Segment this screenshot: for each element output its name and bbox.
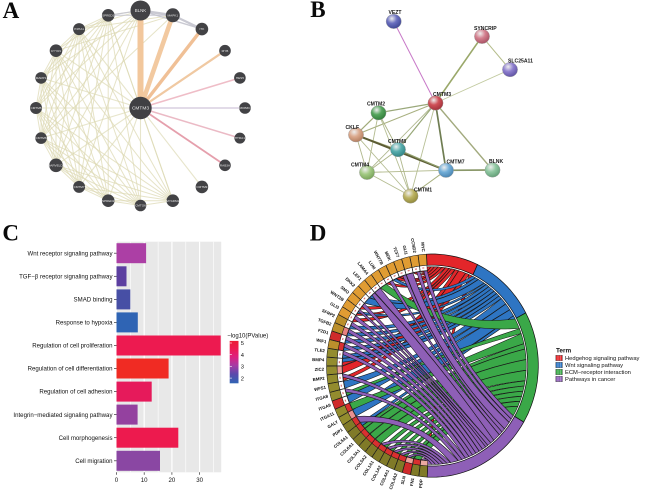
- svg-text:ITGA9: ITGA9: [318, 402, 332, 411]
- svg-text:ITK: ITK: [199, 27, 205, 31]
- svg-text:GLI3: GLI3: [329, 301, 340, 310]
- svg-text:MDK: MDK: [384, 251, 393, 263]
- svg-text:RAB3A: RAB3A: [220, 163, 231, 167]
- svg-text:2: 2: [241, 376, 244, 382]
- svg-text:Term: Term: [556, 348, 571, 355]
- svg-text:A: A: [3, 0, 20, 23]
- svg-text:SMAD binding: SMAD binding: [74, 297, 113, 304]
- svg-text:CYYR1: CYYR1: [51, 49, 62, 53]
- svg-text:Regulation of cell differentia: Regulation of cell differentiation: [28, 366, 113, 373]
- svg-text:Wnt receptor signaling pathway: Wnt receptor signaling pathway: [27, 250, 113, 257]
- svg-text:WFS1: WFS1: [314, 385, 327, 392]
- svg-text:WNT7B: WNT7B: [373, 250, 385, 266]
- svg-text:ZIC2: ZIC2: [315, 367, 325, 372]
- svg-text:TGF−β receptor signaling pathw: TGF−β receptor signaling pathway: [19, 273, 113, 280]
- svg-text:CMTG6: CMTG6: [135, 204, 146, 208]
- svg-text:CMTM3: CMTM3: [132, 106, 149, 112]
- svg-text:Cell morphogenesis: Cell morphogenesis: [59, 435, 113, 442]
- svg-text:3: 3: [241, 365, 244, 371]
- svg-text:Wnt signaling pathway: Wnt signaling pathway: [565, 363, 623, 369]
- svg-text:ITGA8: ITGA8: [315, 393, 329, 402]
- svg-text:TCF7: TCF7: [392, 246, 400, 258]
- svg-text:Regulation of cell adhesion: Regulation of cell adhesion: [39, 389, 112, 396]
- svg-text:BLNK: BLNK: [135, 8, 147, 13]
- svg-text:20: 20: [169, 477, 176, 484]
- svg-text:PDP1: PDP1: [332, 427, 345, 438]
- svg-text:LEF1: LEF1: [352, 270, 363, 282]
- svg-text:CMTM7: CMTM7: [447, 160, 465, 166]
- svg-text:COL4A1: COL4A1: [379, 468, 391, 486]
- svg-text:SFRP2: SFRP2: [321, 308, 336, 319]
- svg-text:CMTM9: CMTM9: [196, 185, 207, 189]
- svg-text:0: 0: [115, 477, 119, 484]
- svg-text:CMTM2: CMTM2: [367, 102, 385, 108]
- svg-text:TGFB2: TGFB2: [317, 317, 333, 327]
- svg-text:MARVELD1: MARVELD1: [48, 163, 65, 167]
- svg-text:CMTM4: CMTM4: [351, 163, 369, 169]
- svg-text:GALY: GALY: [327, 419, 340, 429]
- svg-text:ECM−receptor interaction: ECM−receptor interaction: [565, 370, 631, 376]
- svg-text:TLE2: TLE2: [314, 347, 326, 353]
- svg-text:FN1: FN1: [409, 477, 415, 486]
- svg-text:MAPK1: MAPK1: [168, 13, 179, 17]
- svg-text:CMTM1: CMTM1: [414, 188, 432, 194]
- svg-text:C: C: [2, 221, 19, 246]
- svg-text:CMTM6: CMTM6: [36, 136, 47, 140]
- svg-text:5: 5: [241, 341, 244, 347]
- svg-text:CCND2: CCND2: [410, 238, 418, 254]
- svg-text:CMTM3: CMTM3: [433, 92, 451, 98]
- svg-text:SLC25A11: SLC25A11: [508, 59, 533, 65]
- svg-text:Integrin−mediated signaling pa: Integrin−mediated signaling pathway: [13, 412, 113, 419]
- svg-text:10: 10: [141, 477, 148, 484]
- svg-text:HES5: HES5: [236, 76, 244, 80]
- svg-text:CKLF: CKLF: [346, 125, 360, 131]
- svg-text:VEZT: VEZT: [389, 10, 403, 16]
- svg-text:HTRA1: HTRA1: [235, 136, 245, 140]
- svg-text:Cell migration: Cell migration: [75, 458, 112, 465]
- svg-text:FZD1: FZD1: [317, 328, 329, 336]
- svg-text:Hedgehog signaling pathway: Hedgehog signaling pathway: [565, 356, 640, 362]
- svg-text:MYADM2: MYADM2: [166, 199, 179, 203]
- svg-text:30: 30: [196, 477, 203, 484]
- svg-text:SPRED3: SPRED3: [102, 13, 115, 17]
- svg-text:ITGA11: ITGA11: [319, 411, 335, 422]
- svg-text:CMTM7: CMTM7: [74, 185, 85, 189]
- svg-text:4: 4: [241, 353, 245, 359]
- svg-text:SPRED2: SPRED2: [102, 199, 115, 203]
- svg-text:CMTM8: CMTM8: [388, 139, 406, 145]
- svg-text:D: D: [310, 221, 327, 246]
- svg-text:SLN: SLN: [400, 475, 407, 485]
- svg-text:SYNCRIP: SYNCRIP: [474, 26, 497, 32]
- svg-text:P4HA1: P4HA1: [74, 27, 84, 31]
- svg-text:CMTM8: CMTM8: [31, 106, 42, 110]
- svg-text:MOB3C: MOB3C: [239, 106, 251, 110]
- svg-text:COL4A2: COL4A2: [388, 472, 398, 490]
- svg-text:PDP: PDP: [418, 479, 424, 488]
- svg-text:Pathways in cancer: Pathways in cancer: [565, 377, 615, 383]
- svg-text:BMP2: BMP2: [312, 376, 325, 383]
- svg-text:WIF1: WIF1: [316, 337, 328, 344]
- svg-text:B: B: [310, 0, 325, 22]
- svg-text:LUM: LUM: [367, 260, 376, 271]
- svg-text:MYB: MYB: [222, 49, 229, 53]
- svg-text:BLNK: BLNK: [489, 159, 503, 165]
- svg-text:BMP4: BMP4: [312, 357, 325, 362]
- svg-text:MARP1: MARP1: [36, 76, 47, 80]
- svg-text:SMO: SMO: [340, 285, 351, 295]
- svg-text:−log10(PValue): −log10(PValue): [227, 334, 268, 340]
- svg-text:Response to hypoxia: Response to hypoxia: [56, 320, 114, 327]
- svg-text:Regulation of cell proliferati: Regulation of cell proliferation: [32, 343, 112, 350]
- svg-text:GLI1: GLI1: [402, 245, 409, 256]
- svg-text:MYC: MYC: [420, 242, 426, 252]
